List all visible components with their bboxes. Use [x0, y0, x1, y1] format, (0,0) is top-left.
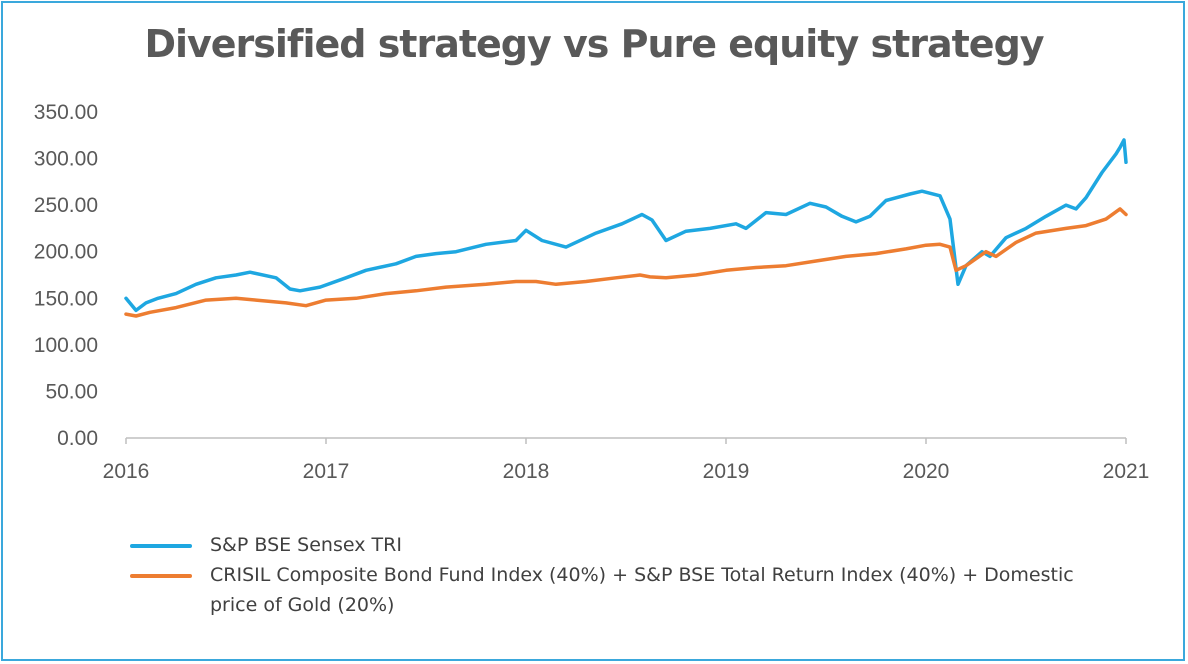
- x-tick-label: 2017: [303, 460, 350, 483]
- y-axis-ticks: 0.00 50.00 100.00 150.00 200.00 250.00 300.00 3…: [34, 101, 98, 450]
- chart-title: Diversified strategy vs Pure equity stra…: [144, 22, 1044, 66]
- legend-swatch-diversified: [130, 574, 192, 578]
- y-tick-label: 300.00: [34, 148, 98, 171]
- legend-item-sensex: S&P BSE Sensex TRI: [130, 530, 1130, 560]
- x-tick-label: 2019: [703, 460, 750, 483]
- y-tick-label: 350.00: [34, 101, 98, 124]
- legend: S&P BSE Sensex TRI CRISIL Composite Bond…: [130, 530, 1130, 620]
- series-line-diversified: [124, 207, 1128, 318]
- x-axis-ticks: 2016 2017 2018 2019 2020 2021: [103, 438, 1150, 483]
- legend-swatch-sensex: [130, 544, 192, 548]
- series-lines: [124, 138, 1128, 318]
- y-tick-label: 0.00: [57, 427, 98, 450]
- y-tick-label: 200.00: [34, 241, 98, 264]
- x-tick-label: 2020: [903, 460, 950, 483]
- x-tick-label: 2021: [1103, 460, 1150, 483]
- x-tick-label: 2018: [503, 460, 550, 483]
- series-line-sensex: [124, 138, 1128, 313]
- y-tick-label: 100.00: [34, 334, 98, 357]
- legend-label-diversified: CRISIL Composite Bond Fund Index (40%) +…: [210, 564, 1074, 616]
- y-tick-label: 50.00: [45, 380, 98, 403]
- legend-label-sensex: S&P BSE Sensex TRI: [210, 534, 402, 556]
- y-tick-label: 250.00: [34, 194, 98, 217]
- legend-item-diversified: CRISIL Composite Bond Fund Index (40%) +…: [130, 560, 1130, 620]
- y-tick-label: 150.00: [34, 287, 98, 310]
- x-tick-label: 2016: [103, 460, 150, 483]
